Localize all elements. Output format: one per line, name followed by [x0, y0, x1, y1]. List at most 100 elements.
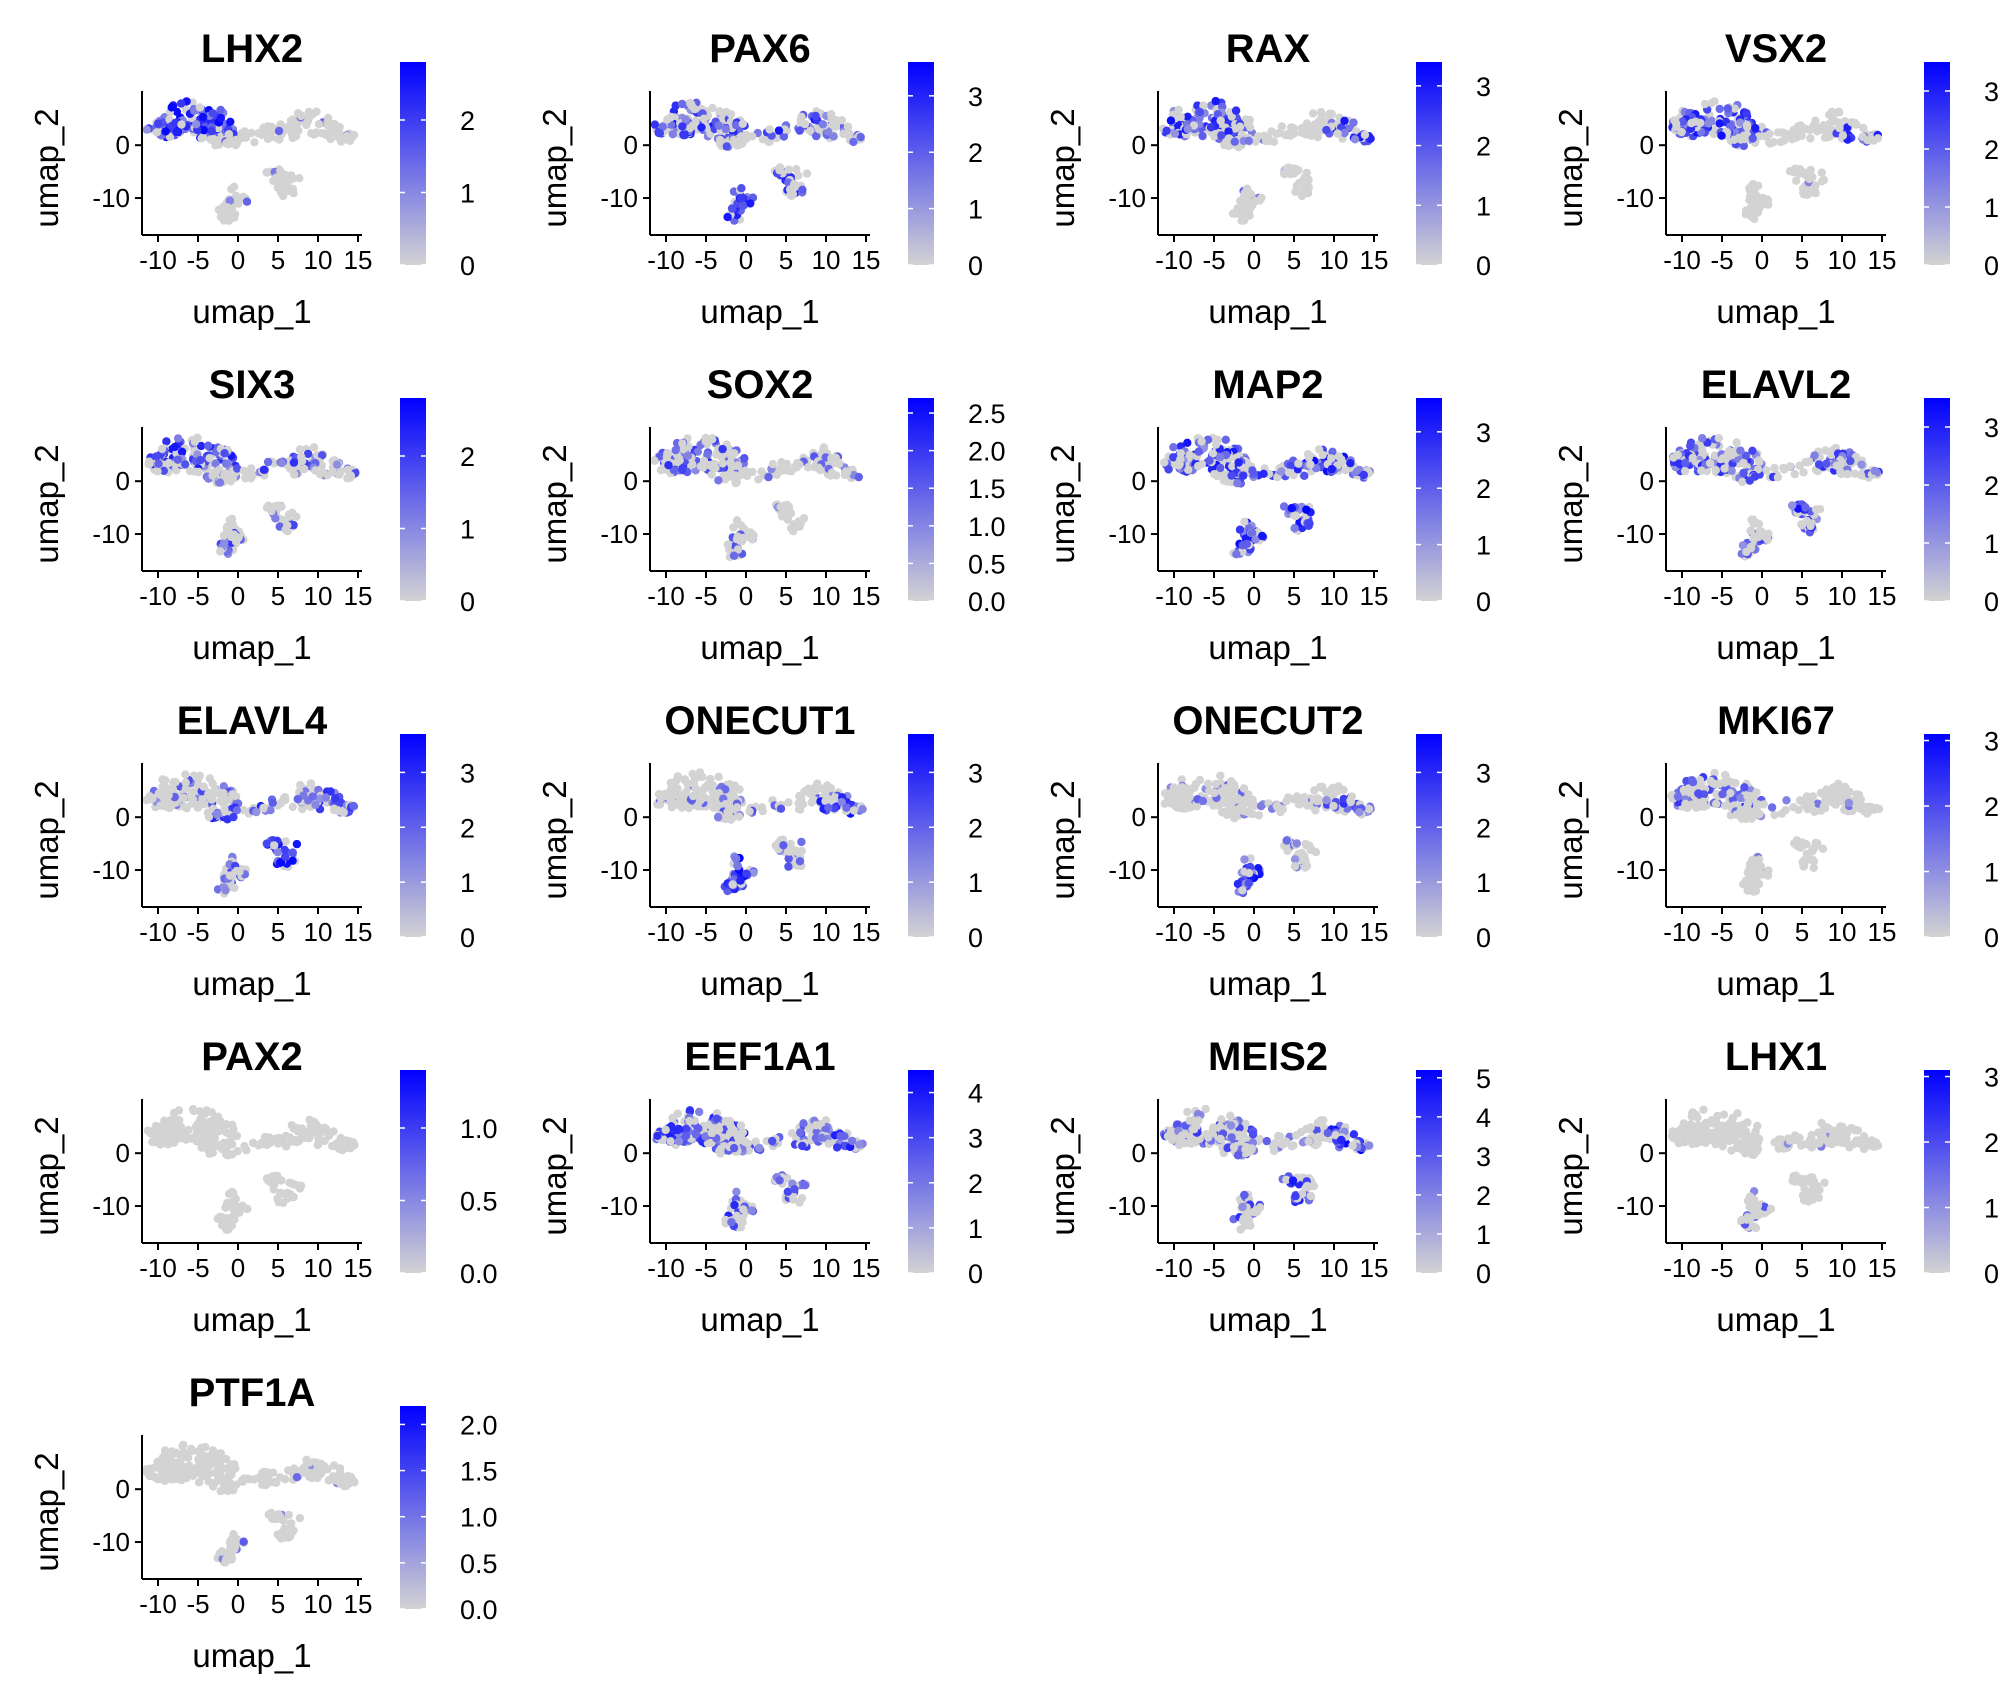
- data-point: [321, 793, 331, 802]
- data-point: [215, 478, 225, 487]
- data-point: [1169, 453, 1178, 462]
- data-point: [1244, 136, 1254, 145]
- data-point: [1185, 450, 1194, 460]
- data-point: [1359, 470, 1369, 480]
- data-point: [1745, 476, 1755, 485]
- data-point: [288, 848, 297, 857]
- data-point: [328, 468, 337, 477]
- panel-title: EEF1A1: [684, 1035, 835, 1079]
- colorbar-tick-label: 1: [460, 179, 475, 209]
- data-point: [854, 472, 863, 482]
- x-tick-label: 0: [231, 1253, 245, 1283]
- data-point: [693, 801, 702, 811]
- data-point: [1303, 450, 1313, 459]
- data-point: [1738, 477, 1747, 487]
- data-point: [714, 476, 723, 485]
- data-point: [312, 1124, 321, 1133]
- data-point: [1723, 104, 1733, 113]
- data-point: [849, 806, 859, 815]
- x-tick-label: 15: [344, 581, 373, 611]
- colorbar-tick-label: 2: [1476, 474, 1491, 504]
- data-point: [294, 126, 303, 135]
- data-point: [1835, 123, 1844, 133]
- data-point: [1748, 134, 1757, 143]
- data-point: [829, 132, 838, 141]
- y-axis-title: umap_2: [28, 1116, 65, 1235]
- data-point: [1743, 122, 1752, 132]
- data-point: [831, 122, 840, 131]
- data-point: [1216, 452, 1225, 462]
- data-point: [201, 1136, 210, 1145]
- x-tick-label: 0: [1247, 581, 1261, 611]
- y-tick-label: -10: [1108, 855, 1146, 885]
- y-axis-title: umap_2: [28, 108, 65, 227]
- data-point: [252, 807, 261, 817]
- scatter-points: [142, 770, 359, 898]
- data-point: [788, 190, 798, 199]
- data-point: [224, 130, 234, 139]
- data-point: [259, 465, 269, 474]
- data-point: [293, 795, 302, 804]
- colorbar-tick-label: 2: [968, 813, 983, 843]
- data-point: [199, 782, 208, 791]
- data-point: [1272, 129, 1281, 138]
- data-point: [798, 185, 807, 194]
- x-tick-label: -5: [186, 245, 209, 275]
- colorbar-tick-label: 0.0: [968, 587, 1006, 617]
- y-tick-label: -10: [92, 183, 130, 213]
- x-tick-label: 10: [812, 581, 841, 611]
- data-point: [1235, 525, 1245, 534]
- data-point: [713, 812, 723, 822]
- x-tick-label: 5: [1287, 245, 1301, 275]
- data-point: [213, 810, 222, 819]
- data-point: [791, 846, 801, 855]
- data-point: [220, 449, 229, 458]
- x-tick-label: 5: [271, 1253, 285, 1283]
- data-point: [779, 132, 789, 141]
- x-tick-label: -5: [1202, 581, 1225, 611]
- data-point: [1237, 130, 1247, 139]
- data-point: [856, 132, 865, 142]
- data-point: [292, 839, 302, 849]
- data-point: [205, 453, 214, 463]
- data-point: [1198, 131, 1207, 141]
- data-point: [1213, 110, 1223, 119]
- data-point: [235, 867, 244, 876]
- data-point: [190, 467, 200, 476]
- data-point: [225, 871, 235, 880]
- colorbar-tick-label: 0: [1984, 587, 1999, 617]
- x-axis-title: umap_1: [192, 965, 311, 1002]
- x-tick-label: 15: [1360, 581, 1389, 611]
- data-point: [1220, 140, 1229, 150]
- data-point: [654, 790, 664, 799]
- data-point: [673, 1109, 682, 1118]
- x-tick-label: -10: [647, 917, 685, 947]
- panel-title: PAX6: [709, 27, 811, 71]
- x-axis-title: umap_1: [1208, 293, 1327, 330]
- colorbar: [908, 734, 934, 937]
- data-point: [1844, 798, 1854, 808]
- data-point: [1291, 187, 1300, 196]
- data-point: [1240, 517, 1249, 526]
- data-point: [1858, 132, 1867, 141]
- scatter-points: [1158, 96, 1375, 225]
- data-point: [208, 471, 217, 480]
- colorbar-tick-label: 1.0: [460, 1114, 498, 1144]
- data-point: [1721, 801, 1730, 810]
- data-point: [1751, 123, 1760, 133]
- data-point: [1189, 121, 1199, 130]
- data-point: [658, 122, 667, 131]
- data-point: [152, 452, 161, 461]
- data-point: [1300, 851, 1309, 861]
- data-point: [686, 123, 695, 133]
- data-point: [287, 128, 296, 138]
- x-tick-label: 5: [779, 245, 793, 275]
- x-tick-label: 15: [1868, 581, 1897, 611]
- data-point: [1240, 807, 1250, 816]
- data-point: [1247, 801, 1257, 810]
- colorbar: [1416, 62, 1442, 265]
- data-point: [784, 798, 793, 807]
- data-point: [1317, 111, 1327, 120]
